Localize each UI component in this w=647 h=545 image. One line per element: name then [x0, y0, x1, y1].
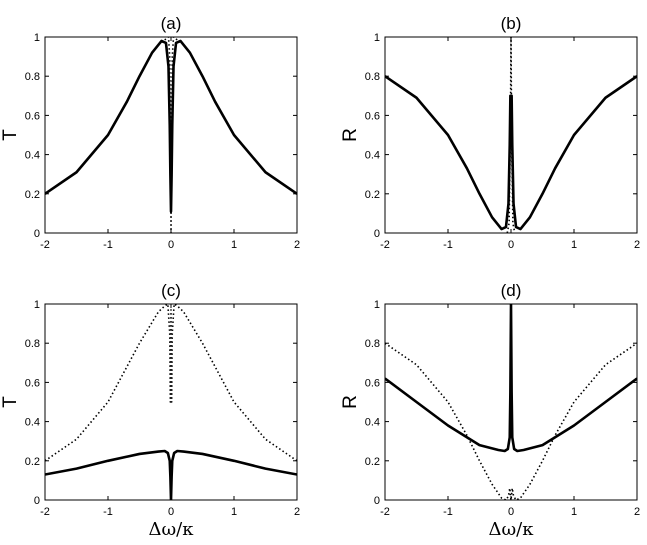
x-tick-label: -1	[103, 506, 113, 518]
x-axis-label: Δω/κ	[489, 519, 535, 540]
panel-b: -2 -1 0 1 2 0 0.2 0.4 0.6 0.8 1 (b) R	[340, 14, 640, 251]
series-line-solid	[385, 304, 637, 453]
y-tick-label: 0.4	[365, 150, 380, 162]
x-tick-label: -2	[380, 506, 390, 518]
series-line-solid	[45, 39, 297, 213]
panel-title: (d)	[501, 281, 522, 300]
series-group	[45, 304, 297, 500]
y-tick-label: 1	[374, 32, 380, 44]
x-axis-label: Δω/κ	[149, 519, 195, 540]
y-tick-label: 0.2	[25, 456, 40, 468]
y-tick-label: 0.8	[365, 71, 380, 83]
x-tick-label: 2	[294, 239, 300, 251]
y-tick-label: 0.2	[25, 189, 40, 201]
series-line-dotted	[45, 304, 297, 462]
x-tick-label: 1	[231, 239, 237, 251]
y-axis-label: T	[0, 129, 21, 141]
x-tick-label: 2	[634, 239, 640, 251]
y-tick-label: 0	[34, 495, 40, 507]
x-tick-label: 1	[231, 506, 237, 518]
x-tick-label: -2	[380, 239, 390, 251]
y-axis-label: R	[340, 128, 361, 142]
y-tick-label: 0.4	[25, 150, 40, 162]
x-tick-label: 0	[168, 239, 174, 251]
y-tick-label: 0.4	[365, 417, 380, 429]
y-axis-label: T	[0, 396, 21, 408]
x-tick-label: 1	[571, 506, 577, 518]
x-tick-label: -1	[103, 239, 113, 251]
panel-title: (c)	[161, 281, 181, 300]
y-tick-label: 0	[34, 228, 40, 240]
y-tick-label: 0.6	[25, 377, 40, 389]
y-tick-label: 0.8	[365, 338, 380, 350]
series-line-solid	[45, 449, 297, 500]
panel-title: (a)	[161, 14, 182, 33]
x-tick-label: -2	[40, 239, 50, 251]
y-tick-label: 1	[374, 299, 380, 311]
panel-title: (b)	[501, 14, 522, 33]
x-tick-label: 1	[571, 239, 577, 251]
y-tick-label: 0.2	[365, 456, 380, 468]
x-tick-label: -2	[40, 506, 50, 518]
y-tick-label: 0.6	[365, 377, 380, 389]
x-tick-label: -1	[443, 239, 453, 251]
x-tick-label: 2	[634, 506, 640, 518]
panel-c: -2 -1 0 1 2 0 0.2 0.4 0.6 0.8 1 (c) T Δω/κ	[0, 281, 300, 540]
y-tick-label: 0.4	[25, 417, 40, 429]
y-tick-label: 0.6	[25, 110, 40, 122]
x-tick-label: 2	[294, 506, 300, 518]
y-tick-label: 0	[374, 228, 380, 240]
x-tick-label: -1	[443, 506, 453, 518]
series-line-dotted	[385, 342, 637, 500]
series-line-solid	[385, 75, 637, 231]
series-group	[45, 37, 297, 233]
series-group	[385, 304, 637, 500]
y-tick-label: 0.8	[25, 338, 40, 350]
panel-a: -2 -1 0 1 2 0 0.2 0.4 0.6 0.8 1 (a) T	[0, 14, 300, 251]
y-tick-label: 1	[34, 32, 40, 44]
y-tick-label: 0	[374, 495, 380, 507]
x-tick-label: 0	[508, 239, 514, 251]
series-group	[385, 37, 637, 233]
panel-d: -2 -1 0 1 2 0 0.2 0.4 0.6 0.8 1 (d) R Δω/κ	[340, 281, 640, 540]
y-tick-label: 0.2	[365, 189, 380, 201]
y-tick-label: 1	[34, 299, 40, 311]
y-tick-label: 0.8	[25, 71, 40, 83]
y-axis-label: R	[340, 395, 361, 409]
y-tick-label: 0.6	[365, 110, 380, 122]
x-tick-label: 0	[168, 506, 174, 518]
x-tick-label: 0	[508, 506, 514, 518]
